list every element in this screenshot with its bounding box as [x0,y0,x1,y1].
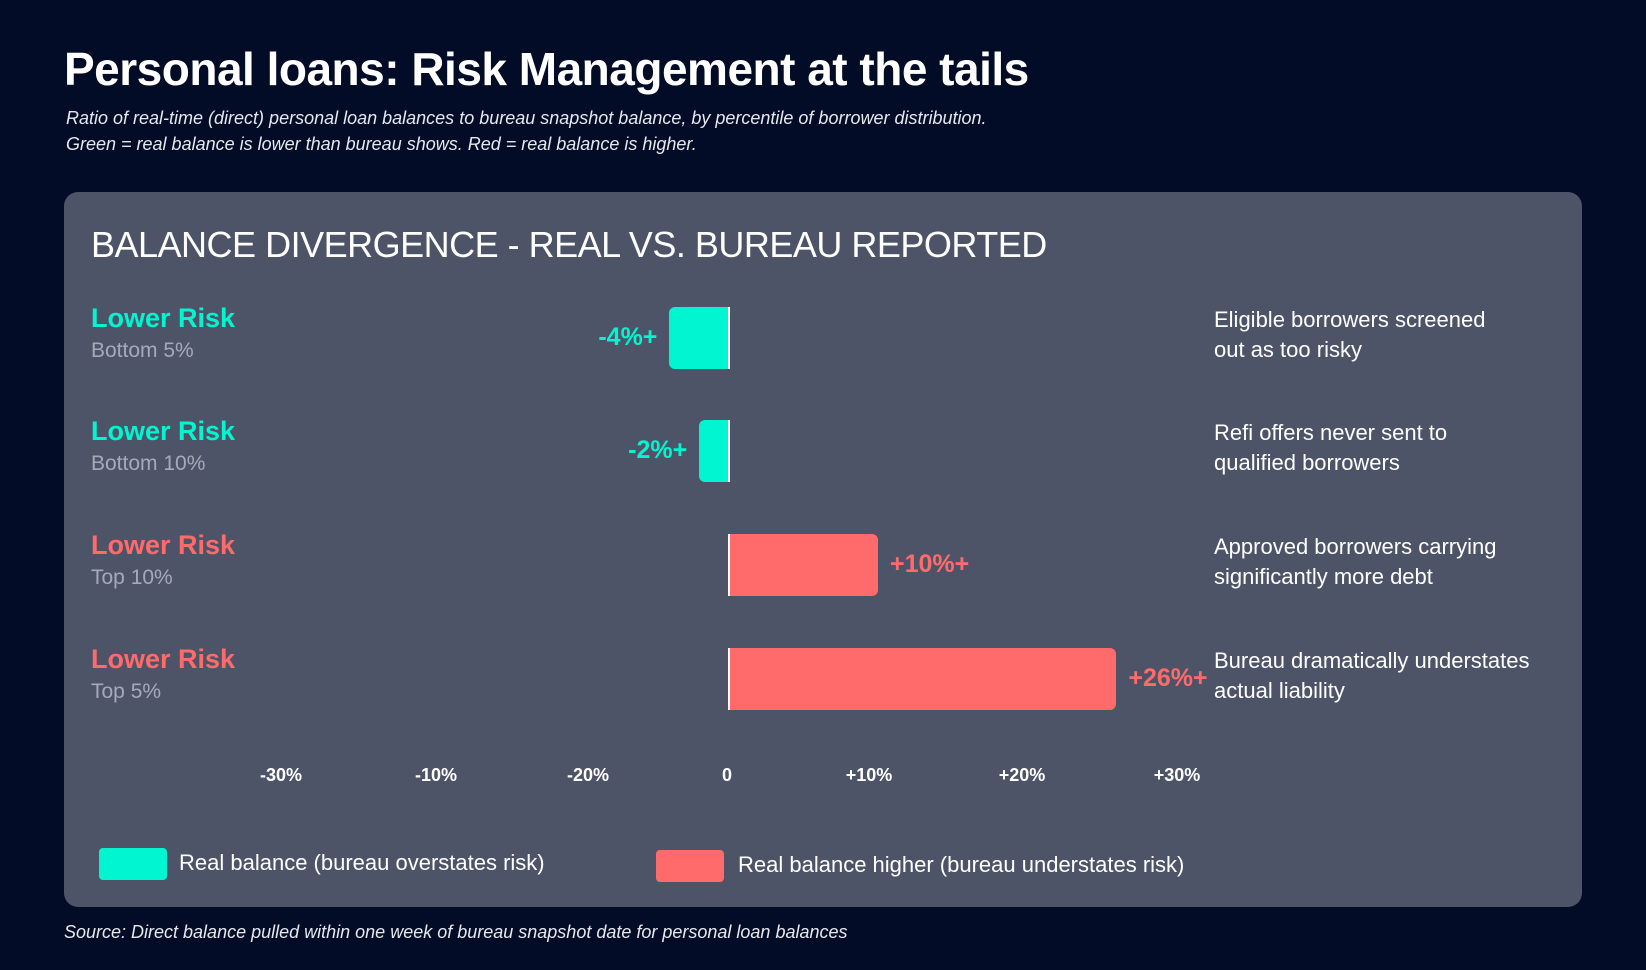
page-title: Personal loans: Risk Management at the t… [64,43,1029,95]
x-tick-label: -10% [414,765,458,785]
row-label: Lower Risk [91,644,236,674]
row-note: Eligible borrowers screened out as too ri… [1214,305,1564,365]
row-sublabel: Bottom 10% [91,452,206,475]
zero-line [728,420,730,482]
x-tick-label: +20% [998,765,1046,785]
chart-title: BALANCE DIVERGENCE - REAL VS. BUREAU REP… [91,224,1047,265]
x-tick-label: +10% [845,765,893,785]
legend-label-red: Real balance higher (bureau understates … [738,852,1185,877]
legend-label-green: Real balance (bureau overstates risk) [179,850,545,875]
row-label: Lower Risk [91,416,236,446]
bar [729,534,878,596]
zero-line [728,648,730,710]
note-line: qualified borrowers [1214,450,1400,475]
bar [669,307,729,369]
row-sublabel: Bottom 5% [91,339,194,362]
note-line: Refi offers never sent to [1214,420,1448,445]
bar [699,420,729,482]
subtitle-line-1: Ratio of real-time (direct) personal loa… [66,108,987,128]
source-note: Source: Direct balance pulled within one… [64,922,848,942]
legend-swatch-red [656,850,724,882]
subtitle-line-2: Green = real balance is lower than burea… [66,134,697,154]
row-note: Refi offers never sent to qualified borro… [1214,418,1564,478]
value-label: +10%+ [890,550,970,578]
value-label: +26%+ [1128,664,1208,692]
note-line: Eligible borrowers screened [1214,307,1486,332]
note-line: out as too risky [1214,337,1362,362]
note-line: actual liability [1214,678,1345,703]
zero-line [728,534,730,596]
row-label: Lower Risk [91,303,236,333]
chart-panel: BALANCE DIVERGENCE - REAL VS. BUREAU REP… [64,192,1582,907]
bar [729,648,1117,710]
x-tick-label: -30% [259,765,303,785]
row-sublabel: Top 5% [91,680,162,703]
x-tick-label: -20% [566,765,610,785]
x-tick-label: 0 [721,765,733,785]
row-label: Lower Risk [91,530,236,560]
row-note: Approved borrowers carrying significantly… [1214,532,1564,592]
x-tick-label: +30% [1153,765,1201,785]
row-note: Bureau dramatically understates actual li… [1214,646,1564,706]
note-line: Bureau dramatically understates [1214,648,1530,673]
row-sublabel: Top 10% [91,566,173,589]
note-line: significantly more debt [1214,564,1433,589]
zero-line [728,307,730,369]
value-label: -4%+ [598,323,658,351]
note-line: Approved borrowers carrying [1214,534,1497,559]
legend-swatch-green [99,848,167,880]
value-label: -2%+ [628,436,688,464]
